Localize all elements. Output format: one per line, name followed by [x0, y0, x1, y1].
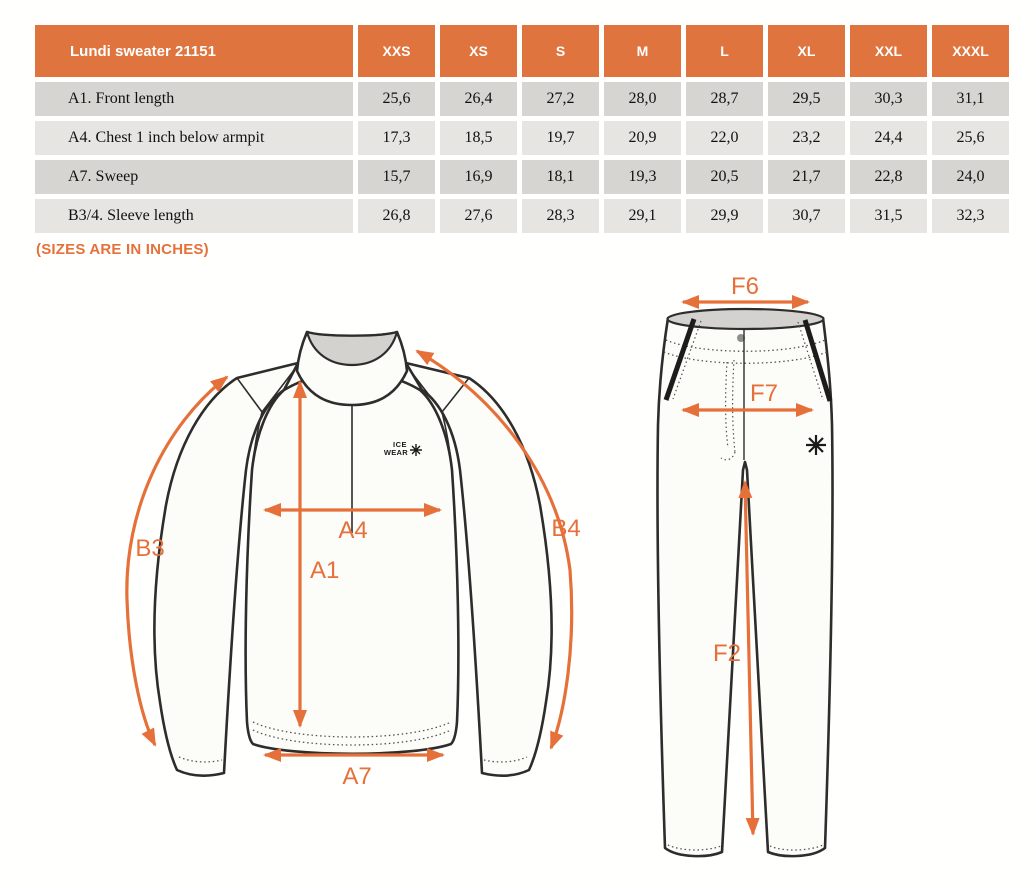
- value-cell: 28,7: [686, 82, 763, 116]
- value-cell: 24,0: [932, 160, 1009, 194]
- waist-button: [737, 334, 745, 342]
- value-cell: 30,3: [850, 82, 927, 116]
- table-header-row: Lundi sweater 21151 XXS XS S M L XL XXL …: [35, 25, 1009, 77]
- logo-text-bottom: WEAR: [384, 448, 408, 457]
- sweater-seams: [236, 364, 470, 471]
- leg-hem-stitching: [667, 844, 824, 851]
- value-cell: 20,9: [604, 121, 681, 155]
- value-cell: 18,5: [440, 121, 517, 155]
- measure-arrow-b3: [125, 375, 229, 747]
- table-row: A7. Sweep 15,7 16,9 18,1 19,3 20,5 21,7 …: [35, 160, 1009, 194]
- collar-inner: [305, 330, 399, 367]
- value-cell: 31,1: [932, 82, 1009, 116]
- size-header-cell: M: [604, 25, 681, 77]
- value-cell: 24,4: [850, 121, 927, 155]
- value-cell: 15,7: [358, 160, 435, 194]
- pocket-stitching: [672, 320, 824, 401]
- row-label-cell: B3/4. Sleeve length: [35, 199, 353, 233]
- value-cell: 19,7: [522, 121, 599, 155]
- size-header-cell: XL: [768, 25, 845, 77]
- value-cell: 29,5: [768, 82, 845, 116]
- row-label-cell: A7. Sweep: [35, 160, 353, 194]
- sweater-diagram: ICE WEAR B3 B4 A4 A1 A7: [125, 330, 581, 790]
- right-pocket: [802, 319, 833, 402]
- size-header-cell: S: [522, 25, 599, 77]
- measure-label-b3: B3: [135, 535, 164, 562]
- size-header-cell: XXXL: [932, 25, 1009, 77]
- value-cell: 29,9: [686, 199, 763, 233]
- value-cell: 21,7: [768, 160, 845, 194]
- measure-label-f6: F6: [731, 273, 759, 300]
- value-cell: 26,4: [440, 82, 517, 116]
- row-label-cell: A4. Chest 1 inch below armpit: [35, 121, 353, 155]
- measure-label-b4: B4: [551, 515, 580, 542]
- fly-stitching: [720, 359, 736, 461]
- measure-label-f2: F2: [713, 640, 741, 667]
- pants-snowflake-icon: [806, 435, 826, 455]
- value-cell: 30,7: [768, 199, 845, 233]
- size-table: Lundi sweater 21151 XXS XS S M L XL XXL …: [30, 20, 1014, 238]
- measure-label-a7: A7: [342, 763, 371, 790]
- value-cell: 31,5: [850, 199, 927, 233]
- table-row: B3/4. Sleeve length 26,8 27,6 28,3 29,1 …: [35, 199, 1009, 233]
- logo-text-top: ICE: [393, 440, 407, 449]
- value-cell: 16,9: [440, 160, 517, 194]
- value-cell: 28,0: [604, 82, 681, 116]
- sizes-unit-note: (SIZES ARE IN INCHES): [36, 241, 209, 258]
- value-cell: 20,5: [686, 160, 763, 194]
- value-cell: 25,6: [932, 121, 1009, 155]
- measure-label-f7: F7: [750, 380, 778, 407]
- value-cell: 22,0: [686, 121, 763, 155]
- value-cell: 25,6: [358, 82, 435, 116]
- value-cell: 32,3: [932, 199, 1009, 233]
- size-header-cell: XXL: [850, 25, 927, 77]
- value-cell: 18,1: [522, 160, 599, 194]
- measure-label-a4: A4: [338, 517, 367, 544]
- pants-diagram: F6 F7 F2: [656, 273, 834, 858]
- waist-opening: [666, 307, 825, 331]
- value-cell: 27,2: [522, 82, 599, 116]
- value-cell: 22,8: [850, 160, 927, 194]
- pants-outline: [656, 311, 834, 858]
- product-title-cell: Lundi sweater 21151: [35, 25, 353, 77]
- value-cell: 17,3: [358, 121, 435, 155]
- measure-arrow-f2: [738, 480, 760, 836]
- value-cell: 27,6: [440, 199, 517, 233]
- size-header-cell: XXS: [358, 25, 435, 77]
- measure-label-a1: A1: [310, 557, 339, 584]
- value-cell: 26,8: [358, 199, 435, 233]
- value-cell: 28,3: [522, 199, 599, 233]
- size-header-cell: L: [686, 25, 763, 77]
- size-header-cell: XS: [440, 25, 517, 77]
- row-label-cell: A1. Front length: [35, 82, 353, 116]
- value-cell: 23,2: [768, 121, 845, 155]
- measure-arrow-b4: [415, 349, 574, 750]
- table-row: A1. Front length 25,6 26,4 27,2 28,0 28,…: [35, 82, 1009, 116]
- value-cell: 29,1: [604, 199, 681, 233]
- value-cell: 19,3: [604, 160, 681, 194]
- left-pocket: [663, 318, 697, 401]
- table-row: A4. Chest 1 inch below armpit 17,3 18,5 …: [35, 121, 1009, 155]
